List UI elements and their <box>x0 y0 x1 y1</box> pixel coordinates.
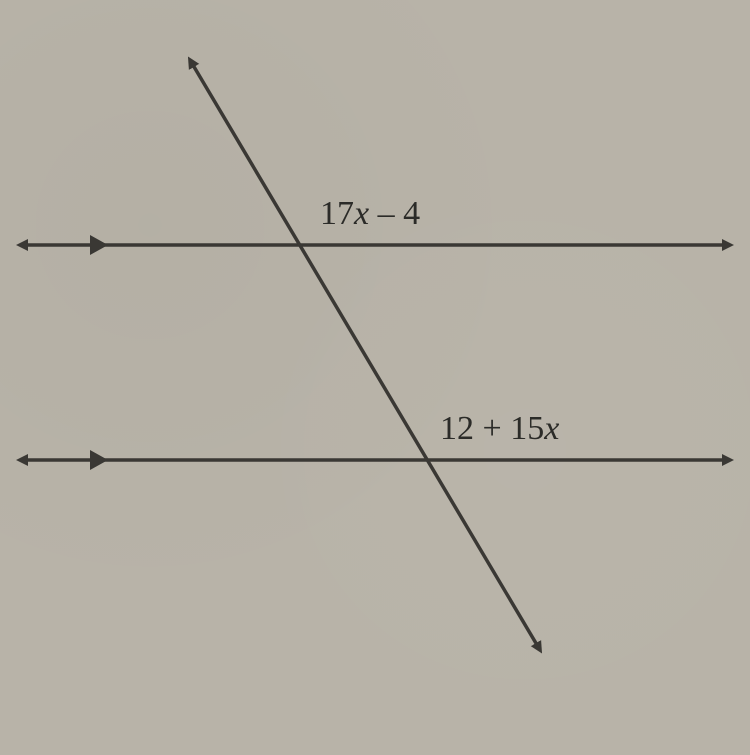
angle-label-bottom: 12 + 15x <box>440 410 559 448</box>
line-transversal <box>190 60 540 650</box>
label-text: 17x – 4 <box>320 195 420 232</box>
geometry-diagram: 17x – 4 12 + 15x <box>0 0 750 750</box>
diagram-svg <box>0 0 750 750</box>
parallel-tick-bottom <box>90 450 108 470</box>
angle-label-top: 17x – 4 <box>320 195 420 233</box>
parallel-tick-top <box>90 235 108 255</box>
label-text: 12 + 15x <box>440 410 559 447</box>
